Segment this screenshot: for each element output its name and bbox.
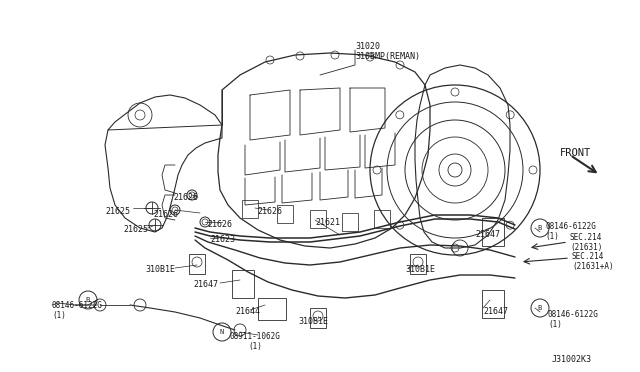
Bar [342,213,358,231]
Text: 21626: 21626 [173,193,198,202]
Bar [277,205,293,223]
Text: 310B1E: 310B1E [298,317,328,326]
Text: SEC.214
(21631+A): SEC.214 (21631+A) [572,252,614,272]
Bar [189,254,205,274]
Text: 310B1E: 310B1E [145,265,175,274]
Text: 21626: 21626 [257,207,282,216]
Text: 08146-6122G
(1): 08146-6122G (1) [548,310,599,329]
Text: 21626: 21626 [153,210,178,219]
Bar [242,200,258,218]
Text: N: N [220,329,224,335]
Text: J31002K3: J31002K3 [552,355,592,364]
Bar [310,210,326,228]
Text: FRONT: FRONT [560,148,591,158]
Bar [374,210,390,228]
Text: 08911-1062G
(1): 08911-1062G (1) [230,332,280,352]
Bar [482,218,504,246]
Text: B: B [538,305,542,311]
Text: 08146-6122G
(1): 08146-6122G (1) [52,301,103,320]
Text: 08146-6122G
(1): 08146-6122G (1) [545,222,596,241]
Text: SEC.214
(21631): SEC.214 (21631) [570,233,602,252]
Text: 31020
310BMP(REMAN): 31020 310BMP(REMAN) [355,42,420,61]
Text: B: B [86,297,90,303]
Text: 21625: 21625 [123,225,148,234]
Text: 21623: 21623 [210,235,235,244]
Text: 21644: 21644 [236,307,260,316]
Text: 21621: 21621 [315,218,340,227]
Text: 21625: 21625 [105,207,130,216]
Text: 21626: 21626 [207,220,232,229]
Text: B: B [538,225,542,231]
Text: 21647: 21647 [475,230,500,239]
Bar [232,270,254,298]
Bar [310,308,326,328]
Bar [258,298,286,320]
Text: 310B1E: 310B1E [405,265,435,274]
Text: 21647: 21647 [483,307,508,316]
Bar [410,254,426,274]
Text: 21647: 21647 [193,280,218,289]
Bar [482,290,504,318]
